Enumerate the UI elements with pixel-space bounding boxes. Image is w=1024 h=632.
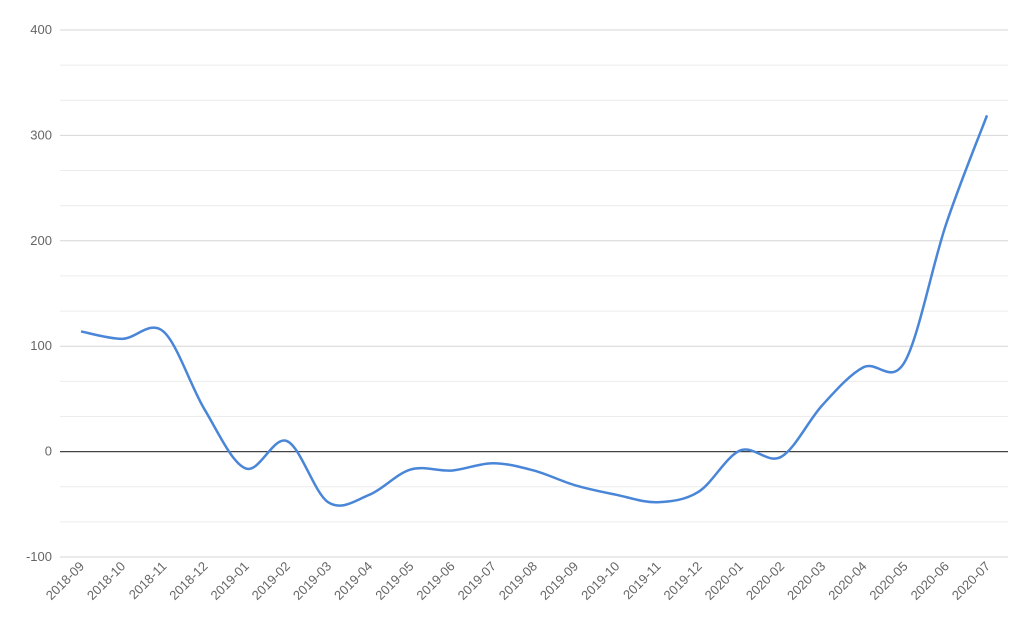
y-tick-label: 100 bbox=[30, 338, 52, 353]
x-tick-label: 2019-11 bbox=[620, 559, 664, 603]
x-tick-label: 2018-12 bbox=[166, 559, 210, 603]
x-tick-label: 2020-06 bbox=[908, 559, 952, 603]
x-tick-label: 2018-10 bbox=[84, 559, 128, 603]
x-tick-label: 2019-03 bbox=[290, 559, 334, 603]
x-tick-label: 2019-06 bbox=[413, 559, 457, 603]
y-tick-label: -100 bbox=[26, 549, 52, 564]
y-tick-label: 400 bbox=[30, 22, 52, 37]
y-tick-label: 200 bbox=[30, 233, 52, 248]
x-tick-label: 2019-05 bbox=[372, 559, 416, 603]
line bbox=[80, 114, 989, 507]
x-tick-label: 2018-09 bbox=[43, 559, 87, 603]
y-tick-label: 300 bbox=[30, 127, 52, 142]
x-tick-label: 2019-01 bbox=[207, 559, 251, 603]
x-tick-label: 2020-05 bbox=[866, 559, 910, 603]
x-tick-label: 2020-02 bbox=[743, 559, 787, 603]
x-tick-label: 2019-07 bbox=[455, 559, 499, 603]
x-tick-label: 2020-04 bbox=[825, 559, 869, 603]
x-tick-label: 2020-03 bbox=[784, 559, 828, 603]
x-tick-label: 2018-11 bbox=[126, 559, 170, 603]
x-tick-label: 2019-09 bbox=[537, 559, 581, 603]
x-tick-label: 2019-08 bbox=[496, 559, 540, 603]
y-tick-label: 0 bbox=[45, 444, 52, 459]
x-tick-label: 2019-10 bbox=[578, 559, 622, 603]
x-tick-label: 2020-07 bbox=[949, 559, 993, 603]
x-tick-label: 2020-01 bbox=[702, 559, 746, 603]
x-tick-label: 2019-12 bbox=[660, 559, 704, 603]
x-tick-label: 2019-04 bbox=[331, 559, 375, 603]
x-tick-label: 2019-02 bbox=[249, 559, 293, 603]
